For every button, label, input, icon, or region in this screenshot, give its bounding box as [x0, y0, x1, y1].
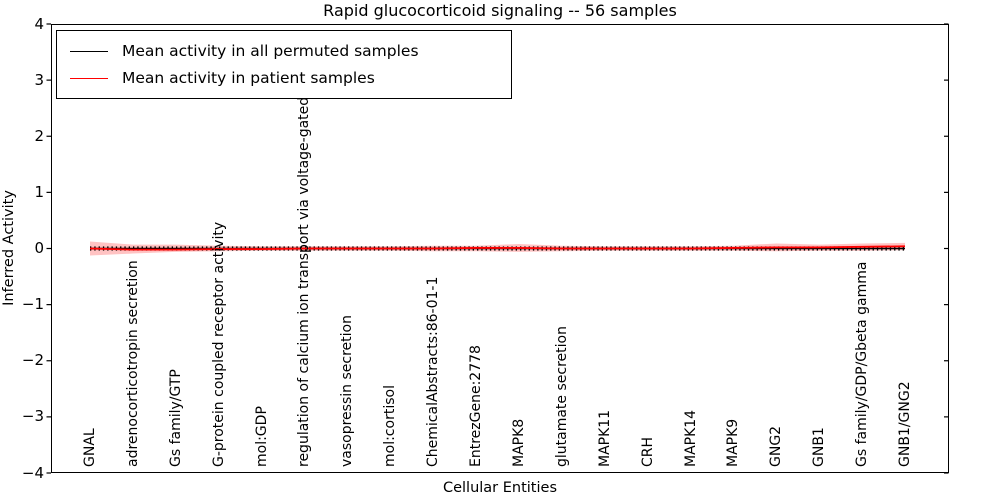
- x-tick-label: mol:cortisol: [382, 385, 399, 467]
- x-tick-label: GNB1: [811, 427, 828, 467]
- x-tick-label: MAPK14: [682, 409, 699, 467]
- y-tick-label: 2: [34, 126, 44, 145]
- x-tick-label: MAPK11: [596, 409, 613, 467]
- x-tick-label: Gs family/GDP/Gbeta gamma: [854, 261, 871, 468]
- chart-title: Rapid glucocorticoid signaling -- 56 sam…: [323, 1, 677, 20]
- x-axis-title: Cellular Entities: [442, 480, 558, 496]
- patient-line-sample-icon: [70, 77, 108, 79]
- x-tick-label: Gs family/GTP: [167, 369, 184, 467]
- permuted-line-sample-icon: [70, 50, 108, 52]
- y-tick-label: 1: [34, 182, 44, 201]
- x-tick-label: GNB1/GNG2: [897, 381, 913, 467]
- x-tick-label: G-protein coupled receptor activity: [210, 221, 227, 467]
- x-tick-label: mol:GDP: [253, 406, 270, 467]
- x-tick-label: ChemicalAbstracts:86-01-1: [425, 276, 442, 467]
- legend-item-permuted: Mean activity in all permuted samples: [57, 42, 511, 60]
- legend-label-permuted: Mean activity in all permuted samples: [122, 42, 419, 60]
- x-tick-label: EntrezGene:2778: [468, 345, 485, 467]
- x-tick-label: adrenocorticotropin secretion: [124, 260, 141, 467]
- x-tick-label: GNAL: [82, 428, 98, 467]
- y-tick-label: 4: [34, 14, 44, 33]
- y-tick-label: 0: [34, 239, 44, 257]
- legend-label-patient: Mean activity in patient samples: [122, 69, 375, 87]
- y-tick-label: −2: [21, 351, 44, 370]
- x-tick-label: CRH: [639, 436, 656, 467]
- x-tick-label: glutamate secretion: [553, 326, 570, 467]
- y-axis-title: Inferred Activity: [1, 190, 17, 306]
- x-tick-label: MAPK9: [725, 418, 742, 467]
- legend-item-patient: Mean activity in patient samples: [57, 69, 511, 87]
- y-tick-label: −3: [21, 407, 44, 426]
- patient-mean-line: [89, 245, 906, 251]
- y-tick-label: 3: [34, 70, 44, 89]
- y-tick-label: −4: [21, 463, 44, 482]
- x-tick-label: GNG2: [768, 425, 785, 467]
- y-tick-label: −1: [21, 295, 44, 314]
- x-tick-label: vasopressin secretion: [339, 315, 356, 467]
- x-tick-label: MAPK8: [510, 418, 527, 467]
- legend: Mean activity in all permuted samples Me…: [56, 30, 512, 99]
